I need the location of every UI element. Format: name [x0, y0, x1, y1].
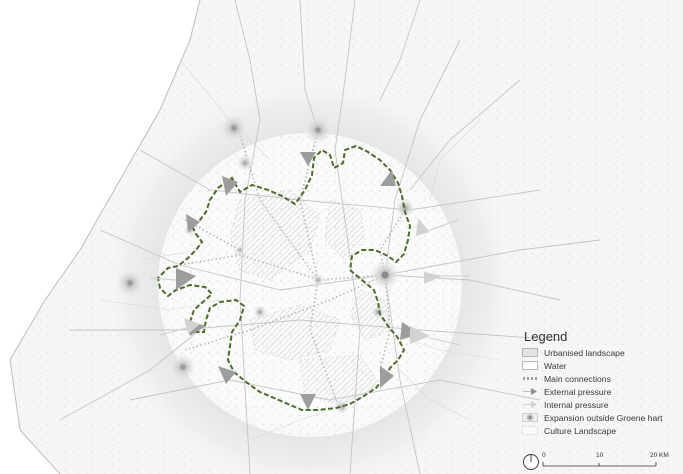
pressure-lines: [149, 219, 470, 346]
legend-item-internal: Internal pressure: [522, 398, 680, 411]
legend-label: Water: [544, 360, 567, 371]
expansion-circle: [395, 198, 415, 218]
expansion-circle: [335, 400, 349, 414]
groene-hart-boundary: [156, 144, 412, 411]
legend-item-connections: Main connections: [522, 372, 680, 385]
water-swatch-icon: [522, 361, 538, 370]
inner-disc-speckle: [158, 133, 462, 437]
coastline: [9, 0, 201, 474]
urbanised-swatch-icon: [522, 348, 538, 357]
legend-label: Culture Landscape: [544, 425, 617, 436]
legend-label: External pressure: [544, 386, 612, 397]
expansion-circle: [312, 274, 324, 286]
legend-item-external: External pressure: [522, 385, 680, 398]
map-legend: Legend Urbanised landscape Water Main co…: [522, 330, 680, 437]
expansion-circle: [235, 245, 245, 255]
legend-item-water: Water: [522, 359, 680, 372]
radial-circle-icon: [522, 413, 538, 422]
north-arrow-icon: [523, 454, 657, 470]
arrow-dark-icon: [522, 387, 538, 396]
expansion-circle: [253, 305, 267, 319]
legend-item-urbanised: Urbanised landscape: [522, 346, 680, 359]
arrow-light-icon: [522, 400, 538, 409]
legend-label: Expansion outside Groene hart: [544, 412, 663, 423]
internal-pressure-arrows: [184, 218, 442, 344]
legend-label: Main connections: [544, 373, 611, 384]
scale-label-0: 0: [542, 452, 546, 459]
scale-bar: 0 10 20 KM: [522, 450, 682, 472]
legend-item-culture: Culture Landscape: [522, 424, 680, 437]
expansion-circles: [116, 114, 415, 414]
legend-label: Internal pressure: [544, 399, 609, 410]
expansion-circle: [371, 305, 385, 319]
dotted-line-icon: [522, 374, 538, 383]
scale-label-10: 10: [596, 452, 604, 459]
scale-label-20: 20 KM: [650, 452, 669, 459]
legend-item-expansion: Expansion outside Groene hart: [522, 411, 680, 424]
legend-title: Legend: [524, 329, 568, 344]
legend-label: Urbanised landscape: [544, 347, 625, 358]
dashed-box-icon: [522, 426, 538, 435]
culture-landscape: [229, 189, 391, 406]
expansion-circle: [237, 155, 253, 171]
